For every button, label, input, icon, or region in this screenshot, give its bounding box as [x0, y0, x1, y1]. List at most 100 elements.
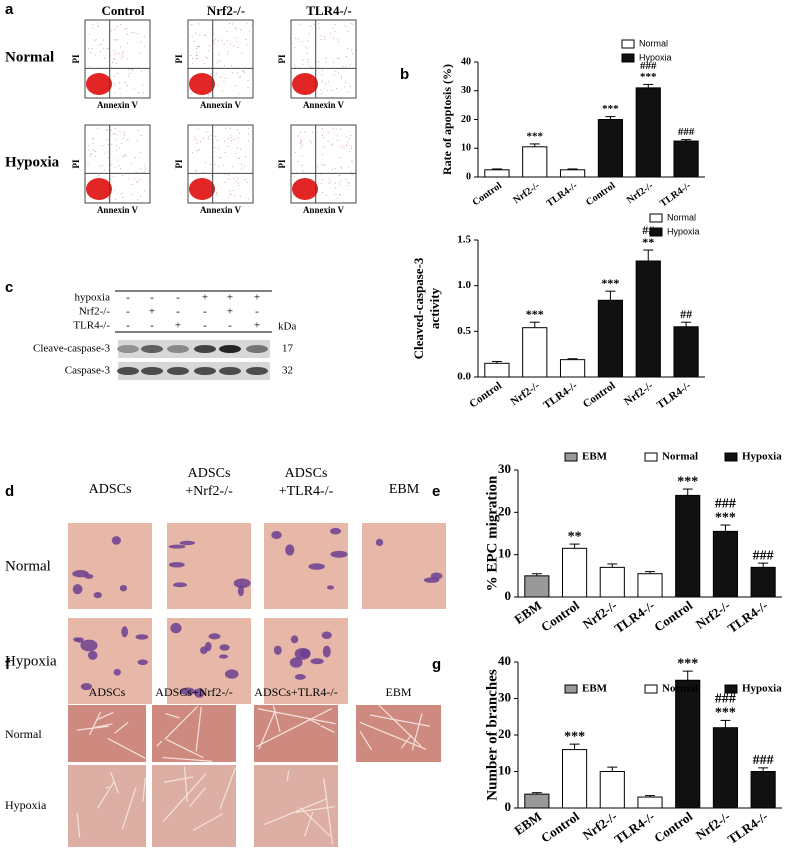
x-tick-label: Control [467, 380, 504, 411]
bar [750, 771, 776, 809]
event-dot [98, 174, 100, 176]
event-dot [126, 58, 128, 60]
event-dot [114, 85, 116, 87]
stained-cell [290, 635, 299, 644]
bar [597, 299, 624, 378]
y-tick-label: 40 [461, 56, 471, 67]
legend-swatch [649, 213, 663, 223]
event-dot [321, 128, 323, 130]
event-dot [304, 131, 306, 133]
condition-sign: - [126, 320, 130, 332]
significance-label: *** [602, 103, 619, 115]
legend-label: Normal [667, 212, 696, 222]
event-dot [248, 30, 250, 32]
event-dot [343, 24, 345, 26]
bar [524, 793, 550, 809]
event-dot [239, 76, 241, 78]
stained-cell [200, 646, 208, 655]
event-dot [237, 182, 239, 184]
event-dot [350, 148, 352, 150]
event-dot [335, 194, 337, 196]
event-dot [136, 140, 138, 142]
event-dot [294, 46, 296, 48]
stained-cell [375, 538, 384, 547]
bar [522, 327, 548, 378]
condition-sign: + [254, 292, 260, 304]
tube [105, 786, 110, 789]
event-dot [191, 24, 193, 26]
event-dot [139, 152, 141, 154]
event-dot [101, 43, 103, 45]
event-dot [191, 35, 193, 37]
event-dot [328, 132, 330, 134]
significance-label: ### [753, 548, 774, 563]
event-dot [111, 143, 113, 145]
y-tick-label: 40 [498, 653, 511, 668]
tube [189, 787, 206, 807]
event-dot [322, 134, 324, 136]
event-dot [133, 88, 135, 90]
event-dot [203, 137, 205, 139]
bar [673, 326, 699, 378]
stained-cell [322, 645, 331, 658]
event-dot [224, 173, 226, 175]
y-axis-label: activity [427, 287, 442, 329]
event-dot [307, 40, 309, 42]
event-dot [334, 182, 336, 184]
event-dot [327, 81, 329, 83]
event-dot [97, 26, 99, 28]
event-cluster [86, 178, 112, 200]
tube [94, 723, 113, 729]
event-dot [118, 165, 120, 167]
event-dot [295, 37, 297, 39]
event-dot [218, 148, 220, 150]
column-header: EBM [385, 685, 411, 699]
event-dot [88, 149, 90, 151]
axis-label: Annexin V [303, 205, 345, 215]
stained-cell [321, 631, 332, 639]
event-dot [199, 46, 201, 48]
event-dot [215, 135, 217, 137]
event-dot [199, 34, 201, 36]
tube [219, 767, 237, 810]
event-dot [322, 164, 324, 166]
event-dot [120, 57, 122, 59]
event-dot [234, 85, 236, 87]
event-dot [351, 48, 353, 50]
event-dot [207, 136, 209, 138]
event-dot [344, 81, 346, 83]
bar [675, 679, 701, 809]
stained-cell [173, 582, 188, 588]
event-dot [345, 178, 347, 180]
bar [524, 575, 550, 598]
event-dot [299, 23, 301, 25]
event-dot [113, 175, 115, 177]
bar [637, 796, 663, 809]
significance-label: *** [715, 510, 736, 525]
event-dot [122, 175, 124, 177]
tube [299, 807, 331, 837]
event-dot [215, 38, 217, 40]
event-dot [342, 65, 344, 67]
event-dot [232, 166, 234, 168]
event-dot [107, 157, 109, 159]
event-dot [119, 87, 121, 89]
event-dot [218, 195, 220, 197]
event-dot [144, 164, 146, 166]
tube [162, 773, 207, 823]
panel-label: f [5, 656, 11, 673]
event-dot [197, 149, 199, 151]
stained-cell [330, 527, 342, 535]
tube [359, 731, 373, 751]
stained-cell [111, 536, 121, 545]
event-dot [233, 194, 235, 196]
condition-sign: - [150, 320, 154, 332]
event-dot [124, 134, 126, 136]
event-dot [321, 81, 323, 83]
event-dot [213, 42, 215, 44]
stained-cell [237, 585, 244, 597]
event-dot [137, 129, 139, 131]
stained-cell [224, 669, 239, 679]
event-dot [248, 127, 250, 129]
event-dot [345, 66, 347, 68]
